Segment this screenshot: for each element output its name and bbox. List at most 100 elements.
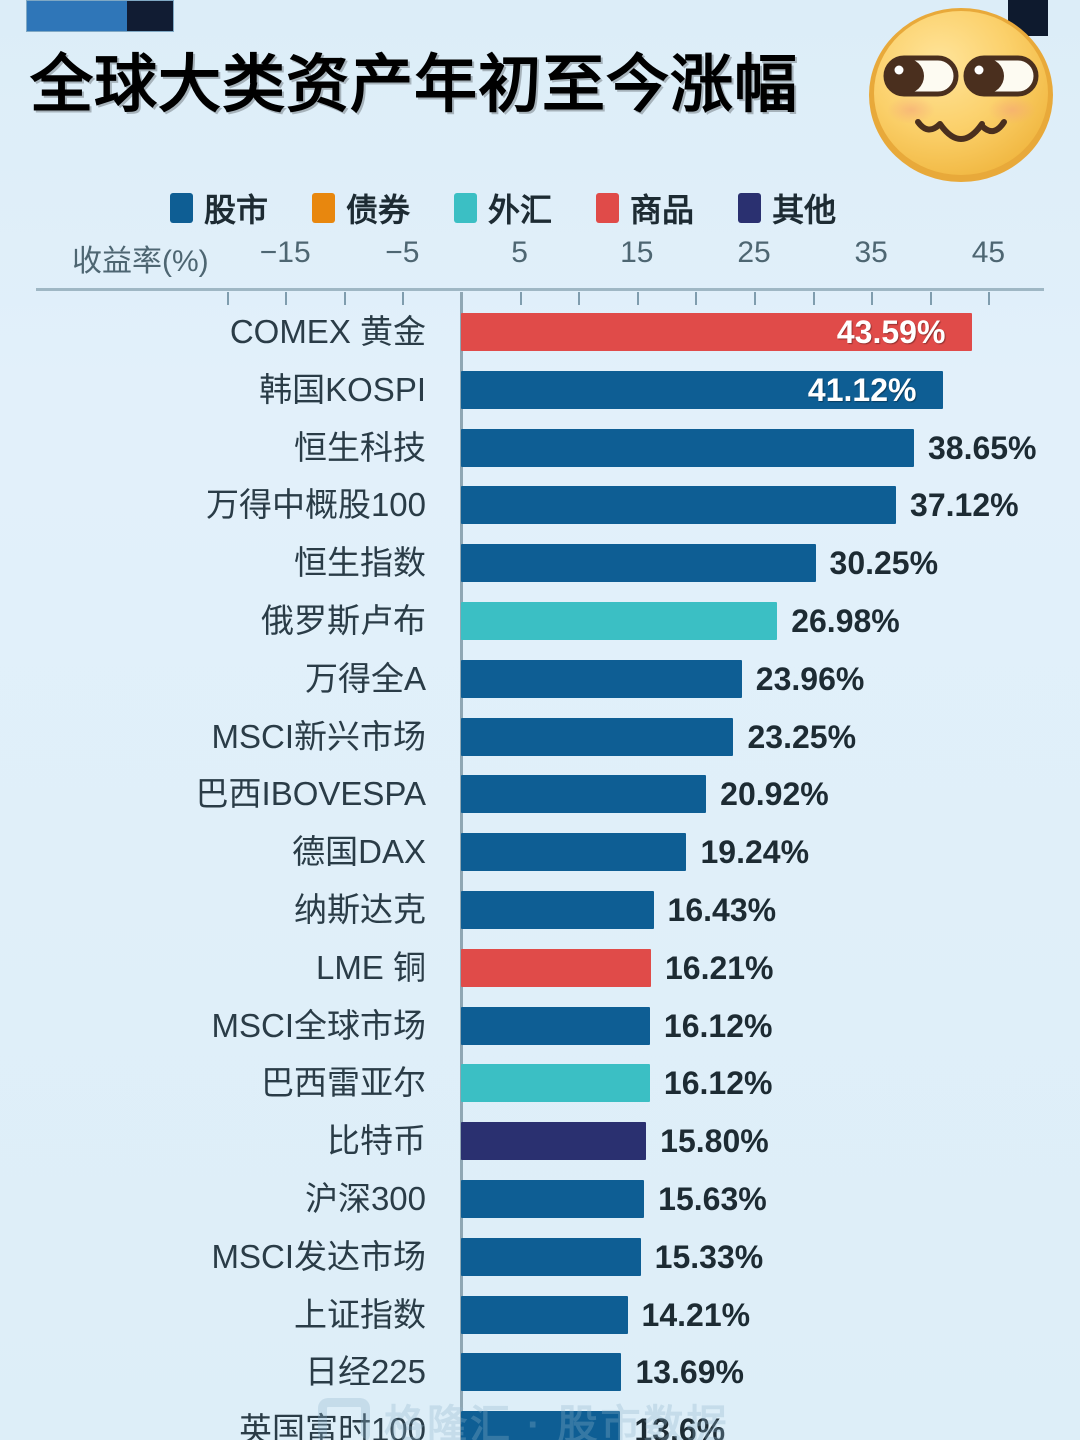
legend-label: 股市 xyxy=(204,192,269,228)
banner-segment-blue xyxy=(27,1,127,31)
row-label: MSCI新兴市场 xyxy=(211,717,427,755)
table-row[interactable]: 上证指数 14.21% xyxy=(0,1295,1080,1334)
axis-tick-mark xyxy=(285,292,288,305)
bar-value-label: 41.12% xyxy=(807,371,917,408)
legend-swatch-icon xyxy=(170,193,193,223)
axis-caption: 收益率(%) xyxy=(72,245,209,278)
row-label: MSCI全球市场 xyxy=(211,1006,427,1044)
bar-value-label: 15.63% xyxy=(658,1181,767,1217)
row-label: 沪深300 xyxy=(304,1180,426,1217)
table-row[interactable]: 日经225 13.69% xyxy=(0,1353,1080,1392)
bar[interactable] xyxy=(461,544,816,583)
table-row[interactable]: 英国富时100 13.6% xyxy=(0,1411,1080,1440)
row-label: 万得全A xyxy=(304,659,426,697)
table-row[interactable]: 德国DAX 19.24% xyxy=(0,833,1080,872)
bar-value-label: 14.21% xyxy=(641,1296,751,1333)
bar[interactable] xyxy=(461,1411,621,1440)
row-label: 比特币 xyxy=(327,1122,426,1160)
bar-value-label: 23.96% xyxy=(755,660,865,697)
row-label: 日经225 xyxy=(304,1353,426,1391)
bar[interactable] xyxy=(461,1295,628,1334)
row-label: LME 铜 xyxy=(315,948,426,986)
bar[interactable] xyxy=(461,602,778,640)
bar-value-label: 13.6% xyxy=(634,1412,726,1440)
legend-swatch-icon xyxy=(596,193,620,223)
row-label: 上证指数 xyxy=(294,1295,426,1333)
table-row[interactable]: 比特币 15.80% xyxy=(0,1122,1080,1161)
bar[interactable] xyxy=(461,659,742,698)
bar[interactable] xyxy=(461,313,972,351)
watermark-text: 格隆汇 · 股市数据 xyxy=(384,1403,730,1440)
axis-tick-mark xyxy=(343,292,346,305)
table-row[interactable]: 巴西雷亚尔 16.12% xyxy=(0,1064,1080,1103)
table-row[interactable]: MSCI全球市场 16.12% xyxy=(0,1006,1080,1045)
bar[interactable] xyxy=(461,891,654,929)
row-label: 万得中概股100 xyxy=(205,486,426,524)
bar[interactable] xyxy=(461,1353,622,1392)
table-row[interactable]: 巴西IBOVESPA 20.92% xyxy=(0,775,1080,814)
table-row[interactable]: MSCI新兴市场 23.25% xyxy=(0,717,1080,756)
axis-tick-mark xyxy=(871,292,874,305)
table-row[interactable]: 纳斯达克 16.43% xyxy=(0,891,1080,929)
bar[interactable] xyxy=(461,1064,650,1103)
bar-value-label: 16.12% xyxy=(663,1065,773,1102)
bar[interactable] xyxy=(461,948,651,987)
bar-value-label: 20.92% xyxy=(720,776,829,813)
bar[interactable] xyxy=(461,833,687,872)
table-row[interactable]: 恒生指数 30.25% xyxy=(0,544,1080,583)
bar-value-label: 16.12% xyxy=(663,1007,773,1044)
table-row[interactable]: 万得中概股100 37.12% xyxy=(0,486,1080,525)
bar-value-label: 43.59% xyxy=(836,314,946,350)
table-row[interactable]: COMEX 黄金 43.59% xyxy=(0,313,1080,351)
row-label: MSCI发达市场 xyxy=(211,1237,427,1275)
table-row[interactable]: 韩国KOSPI 41.12% xyxy=(0,370,1080,409)
axis-tick-mark xyxy=(988,292,991,305)
axis-tick-label-5: 35 xyxy=(854,236,888,269)
axis-tick-mark xyxy=(754,292,756,305)
row-label: 韩国KOSPI xyxy=(259,370,426,408)
table-row[interactable]: 万得全A 23.96% xyxy=(0,659,1080,698)
bar-value-label: 16.43% xyxy=(667,892,777,928)
legend-item-0: 股市 xyxy=(170,185,268,231)
legend: 股市 债券 外汇 商品 其他 xyxy=(170,186,836,230)
table-row[interactable]: 俄罗斯卢布 26.98% xyxy=(0,602,1080,640)
bar-value-label: 37.12% xyxy=(910,487,1019,524)
bar[interactable] xyxy=(461,1180,645,1218)
bar-value-label: 23.25% xyxy=(747,718,857,755)
axis-tick-mark xyxy=(929,292,932,305)
table-row[interactable]: MSCI发达市场 15.33% xyxy=(0,1237,1080,1276)
axis-tick-labels: −15 −5 5 15 25 35 45 xyxy=(0,236,1080,276)
axis-tick-mark xyxy=(695,292,698,305)
axis-tick-label-4: 25 xyxy=(737,236,771,269)
banner-segment-navy xyxy=(127,1,173,31)
bar-value-label: 26.98% xyxy=(791,603,900,639)
bar[interactable] xyxy=(461,428,914,467)
bar-value-label: 15.80% xyxy=(660,1123,769,1160)
smiling-face-emoji xyxy=(866,6,1056,184)
bar[interactable] xyxy=(461,370,943,409)
bar[interactable] xyxy=(461,1237,641,1276)
legend-item-1: 债券 xyxy=(312,185,410,231)
page-title: 全球大类资产年初至今涨幅 xyxy=(30,50,798,120)
axis-rule xyxy=(36,288,1044,291)
row-label: COMEX 黄金 xyxy=(229,313,426,350)
legend-swatch-icon xyxy=(312,193,336,223)
bar[interactable] xyxy=(461,1006,650,1045)
axis-tick-label-3: 15 xyxy=(620,236,654,269)
legend-label: 债券 xyxy=(346,192,411,228)
legend-swatch-icon xyxy=(738,193,762,223)
table-row[interactable]: 恒生科技 38.65% xyxy=(0,428,1080,467)
table-row[interactable]: 沪深300 15.63% xyxy=(0,1180,1080,1218)
bar[interactable] xyxy=(461,1122,647,1161)
bar-value-label: 30.25% xyxy=(829,545,939,582)
axis-tick-mark xyxy=(578,292,581,305)
row-label: 恒生科技 xyxy=(294,428,426,466)
table-row[interactable]: LME 铜 16.21% xyxy=(0,948,1080,987)
bar-value-label: 13.69% xyxy=(635,1354,744,1391)
legend-label: 外汇 xyxy=(488,192,553,228)
bar[interactable] xyxy=(461,717,734,756)
bar[interactable] xyxy=(461,486,897,525)
legend-item-4: 其他 xyxy=(738,185,836,231)
legend-item-3: 商品 xyxy=(596,185,694,231)
bar[interactable] xyxy=(461,775,707,814)
